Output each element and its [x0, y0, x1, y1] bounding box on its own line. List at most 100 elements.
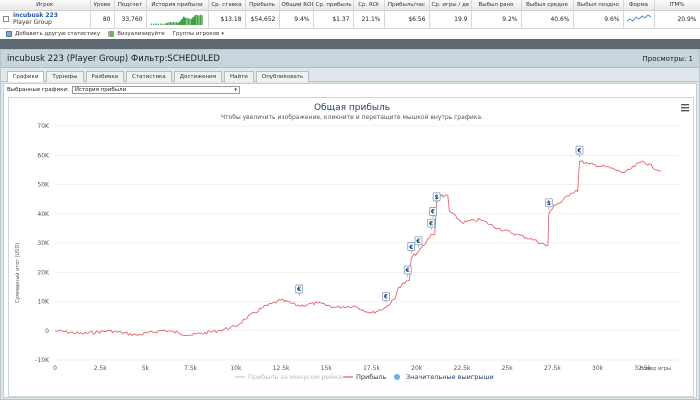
col-header-late[interactable]: Выбыл поздно [573, 0, 624, 11]
big-win-marker: € [407, 242, 416, 254]
big-wins-layer: €€€€€€€$$€ [295, 145, 584, 304]
sparkline-bar [194, 14, 196, 25]
profit-chart[interactable]: Общая прибыль Чтобы увеличить изображени… [8, 97, 694, 397]
y-tick-label: 0 [45, 328, 49, 335]
big-win-symbol: € [576, 147, 581, 154]
sparkline-bar [199, 14, 201, 25]
grid-layer [55, 125, 679, 361]
stats-toolbar: Добавить другую статистику Визуализируйт… [0, 29, 700, 38]
series-line-profit [54, 160, 662, 337]
big-win-marker: € [414, 236, 423, 248]
x-tick-label: 17.5k [363, 365, 380, 372]
sparkline-bar [187, 18, 189, 26]
avg-roi-cell: 21.1% [353, 10, 385, 29]
middle-cell: 40.6% [521, 10, 574, 29]
y-tick-label: 20K [37, 269, 50, 276]
profit-hour-cell: $6.56 [384, 10, 430, 29]
big-win-marker: € [382, 291, 390, 304]
x-tick-label: 7.5k [184, 365, 198, 372]
tab-graphs[interactable]: Графики [7, 71, 45, 82]
sparkline-bar [183, 17, 185, 25]
tab-tournaments[interactable]: Турниры [46, 71, 84, 82]
big-win-symbol: $ [547, 200, 551, 207]
itm-cell: 20.9% [654, 10, 700, 29]
big-win-symbol: € [428, 220, 433, 227]
sparkline-bar [165, 23, 167, 25]
sparkline-bar [190, 18, 192, 25]
visualize-button[interactable]: Визуализируйте [108, 30, 165, 37]
legend-label: Прибыль [356, 373, 387, 381]
col-header-itm[interactable]: ITM% [654, 0, 700, 11]
col-header-level[interactable]: Урове [90, 0, 115, 11]
tab-breakdown[interactable]: Разбивка [85, 71, 125, 82]
x-axis-label: Номер игры [640, 366, 671, 372]
sparkline-bar [182, 16, 184, 25]
profit-history-cell [146, 10, 209, 29]
col-header-profit-hour[interactable]: Прибыль/час [384, 0, 430, 11]
big-win-symbol: € [296, 286, 301, 293]
tab-publish[interactable]: Опубликовать [255, 71, 310, 82]
views-counter: Просмотры: 1 [642, 54, 694, 63]
sparkline-bar [173, 22, 176, 25]
row-checkbox[interactable] [3, 16, 9, 22]
player-name-link[interactable]: incubusk 223 [13, 12, 58, 19]
profit-sparkline [150, 14, 203, 26]
col-header-games-day[interactable]: Ср. игры / де [429, 0, 472, 11]
x-tick-label: 10k [230, 365, 242, 372]
sparkline-bar [195, 14, 197, 25]
col-header-early[interactable]: Выбыл рано [471, 0, 522, 11]
player-groups-dropdown[interactable]: Группы игроков ▾ [173, 31, 224, 37]
legend-swatch [394, 374, 400, 380]
x-tick-label: 32.5k [634, 365, 651, 372]
tab-achievements[interactable]: Достижения [173, 71, 223, 82]
graph-select-value: История прибыли [74, 87, 127, 93]
sparkline-bar [170, 22, 172, 25]
big-win-marker: € [295, 284, 304, 296]
player-cell: incubusk 223 Player Group [0, 10, 91, 29]
col-header-player[interactable]: Игрок [0, 0, 91, 11]
big-win-marker: € [403, 265, 412, 277]
panel-title: incubusk 223 (Player Group) Фильтр:SCHED… [7, 53, 220, 64]
col-header-avg-roi[interactable]: Ср. ROI [353, 0, 385, 11]
col-header-avg-profit[interactable]: Ср. прибыль [313, 0, 354, 11]
table-row: incubusk 223 Player Group 80 33,760 $13.… [0, 10, 700, 29]
tab-statistics[interactable]: Статистика [126, 71, 172, 82]
sparkline-bar [178, 22, 180, 25]
profit-cell: $54,652 [245, 10, 280, 29]
x-tick-label: 15k [321, 365, 333, 372]
x-tick-label: 20k [411, 365, 423, 372]
sparkline-bar [172, 22, 174, 25]
col-header-middle[interactable]: Выбыл средне [521, 0, 574, 11]
graph-select[interactable]: История прибыли ▾ [71, 86, 240, 94]
panel-tabs: Графики Турниры Разбивка Статистика Дост… [1, 68, 699, 82]
add-stat-button[interactable]: Добавить другую статистику [6, 30, 100, 37]
big-win-marker: € [427, 218, 436, 231]
y-tick-label: 30K [37, 240, 50, 247]
sparkline-bar [180, 19, 182, 25]
tab-content: Выбранные графики: История прибыли ▾ Общ… [3, 83, 697, 398]
col-header-form[interactable]: Форма [623, 0, 655, 11]
col-header-avg-stake[interactable]: Ср. ставка [208, 0, 246, 11]
add-column-icon [6, 30, 12, 37]
sparkline-bar [176, 22, 179, 25]
player-groups-label: Группы игроков [172, 30, 220, 37]
menu-icon[interactable] [681, 104, 689, 112]
tab-find[interactable]: Найти [224, 71, 254, 82]
col-header-profit-history[interactable]: История прибыли [146, 0, 209, 11]
big-win-symbol: $ [435, 194, 439, 201]
y-ticks: -10K 0 10K 20K 30K 40K 50K 60K 70K [35, 123, 50, 364]
sparkline-bar [201, 15, 203, 25]
col-header-count[interactable]: Подсчет [114, 0, 147, 11]
late-cell: 9.6% [573, 10, 624, 29]
selected-graphs-label: Выбранные графики: [7, 87, 69, 93]
col-header-total-roi[interactable]: Общий ROI [279, 0, 314, 11]
big-win-marker: € [429, 207, 437, 219]
col-header-profit[interactable]: Прибыль [245, 0, 280, 11]
big-win-marker: $ [432, 192, 441, 204]
sparkline-bar [159, 23, 161, 25]
sparkline-bar [196, 15, 198, 25]
chart-svg[interactable]: Общая прибыль Чтобы увеличить изображени… [9, 98, 695, 398]
stats-header-row: Игрок Урове Подсчет История прибыли Ср. … [0, 0, 700, 11]
x-tick-label: 30k [592, 365, 604, 372]
player-panel: incubusk 223 (Player Group) Фильтр:SCHED… [0, 49, 700, 400]
